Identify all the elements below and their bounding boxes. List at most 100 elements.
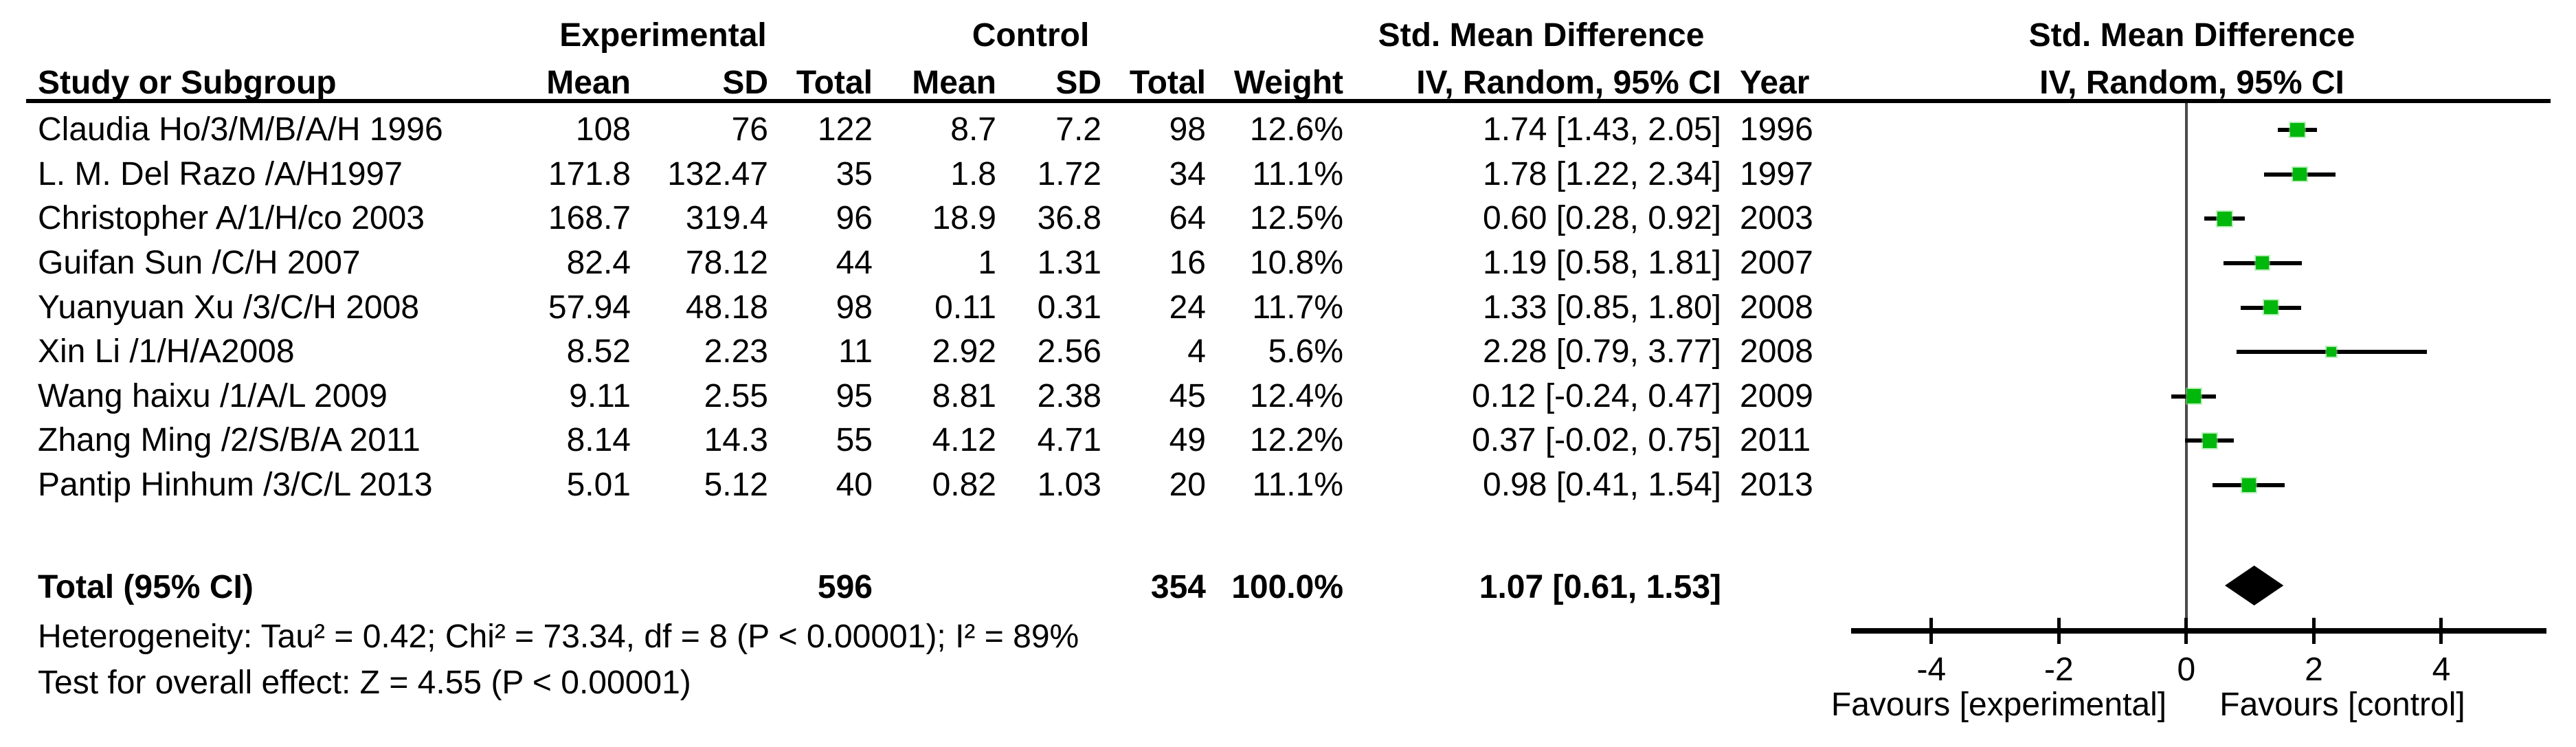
study-ci-text: 0.60 [0.28, 0.92] bbox=[1483, 200, 1721, 237]
study-year: 2008 bbox=[1740, 289, 1813, 326]
header-method-right: IV, Random, 95% CI bbox=[2039, 65, 2344, 101]
study-name: Claudia Ho/3/M/B/A/H 1996 bbox=[38, 111, 443, 148]
study-weight: 12.5% bbox=[1249, 200, 1343, 237]
exp-sd: 132.47 bbox=[667, 155, 768, 192]
effect-marker bbox=[2293, 167, 2307, 181]
ctl-mean: 1 bbox=[978, 244, 996, 281]
study-ci-text: 2.28 [0.79, 3.77] bbox=[1483, 333, 1721, 370]
heterogeneity-note: Heterogeneity: Tau² = 0.42; Chi² = 73.34… bbox=[38, 618, 1079, 655]
ctl-total: 98 bbox=[1169, 111, 1206, 148]
ctl-mean: 1.8 bbox=[950, 155, 996, 192]
exp-mean: 168.7 bbox=[548, 200, 631, 237]
exp-mean: 171.8 bbox=[548, 155, 631, 192]
total-exp-n: 596 bbox=[817, 569, 873, 605]
x-axis-line bbox=[1851, 628, 2546, 634]
study-weight: 12.6% bbox=[1249, 111, 1343, 148]
header-exp-mean: Mean bbox=[546, 65, 631, 101]
study-ci-text: 1.33 [0.85, 1.80] bbox=[1483, 289, 1721, 326]
exp-total: 40 bbox=[836, 467, 873, 503]
study-year: 2008 bbox=[1740, 333, 1813, 370]
effect-marker bbox=[2289, 122, 2305, 137]
ctl-mean: 8.81 bbox=[932, 377, 996, 414]
exp-mean: 108 bbox=[575, 111, 631, 148]
study-name: Wang haixu /1/A/L 2009 bbox=[38, 377, 388, 414]
study-ci-text: 0.37 [-0.02, 0.75] bbox=[1472, 422, 1721, 459]
header-effect-left: Std. Mean Difference bbox=[1378, 17, 1705, 54]
ctl-total: 49 bbox=[1169, 422, 1206, 459]
study-year: 1996 bbox=[1740, 111, 1813, 148]
axis-tick-label: 2 bbox=[2305, 651, 2323, 688]
study-ci-text: 1.19 [0.58, 1.81] bbox=[1483, 244, 1721, 281]
ctl-total: 16 bbox=[1169, 244, 1206, 281]
header-group-control: Control bbox=[972, 17, 1090, 54]
exp-mean: 8.52 bbox=[566, 333, 631, 370]
exp-mean: 8.14 bbox=[566, 422, 631, 459]
total-weight: 100.0% bbox=[1231, 569, 1343, 605]
study-weight: 5.6% bbox=[1268, 333, 1343, 370]
header-method-left: IV, Random, 95% CI bbox=[1416, 65, 1721, 101]
ctl-mean: 0.11 bbox=[934, 289, 996, 326]
exp-sd: 2.23 bbox=[704, 333, 768, 370]
study-ci-text: 1.78 [1.22, 2.34] bbox=[1483, 155, 1721, 192]
header-rule bbox=[26, 99, 2551, 103]
exp-mean: 5.01 bbox=[566, 467, 631, 503]
ctl-sd: 4.71 bbox=[1037, 422, 1101, 459]
study-weight: 11.1% bbox=[1252, 467, 1343, 503]
exp-total: 98 bbox=[836, 289, 873, 326]
study-ci-text: 1.74 [1.43, 2.05] bbox=[1483, 111, 1721, 148]
study-year: 1997 bbox=[1740, 155, 1813, 192]
effect-marker bbox=[2217, 211, 2232, 226]
header-ctl-sd: SD bbox=[1055, 65, 1101, 101]
ctl-sd: 0.31 bbox=[1037, 289, 1101, 326]
axis-tick-label: -2 bbox=[2044, 651, 2074, 688]
study-weight: 12.2% bbox=[1249, 422, 1343, 459]
header-exp-total: Total bbox=[796, 65, 873, 101]
total-ctl-n: 354 bbox=[1150, 569, 1206, 605]
effect-marker bbox=[2186, 389, 2202, 404]
ctl-mean: 18.9 bbox=[932, 200, 996, 237]
header-effect-right: Std. Mean Difference bbox=[2028, 17, 2355, 54]
study-name: Guifan Sun /C/H 2007 bbox=[38, 244, 361, 281]
zero-effect-line bbox=[2184, 103, 2188, 631]
axis-tick-label: -4 bbox=[1916, 651, 1947, 688]
exp-sd: 78.12 bbox=[685, 244, 768, 281]
ctl-sd: 36.8 bbox=[1037, 200, 1101, 237]
overall-diamond bbox=[2225, 566, 2284, 605]
effect-marker bbox=[2264, 300, 2278, 315]
effect-marker bbox=[2203, 434, 2217, 448]
ctl-total: 4 bbox=[1187, 333, 1206, 370]
ctl-mean: 0.82 bbox=[932, 467, 996, 503]
ctl-total: 45 bbox=[1169, 377, 1206, 414]
study-weight: 11.7% bbox=[1252, 289, 1343, 326]
study-name: L. M. Del Razo /A/H1997 bbox=[38, 155, 403, 192]
study-name: Pantip Hinhum /3/C/L 2013 bbox=[38, 467, 433, 503]
header-year: Year bbox=[1740, 65, 1810, 101]
study-ci-text: 0.12 [-0.24, 0.47] bbox=[1472, 377, 1721, 414]
exp-sd: 2.55 bbox=[704, 377, 768, 414]
study-name: Xin Li /1/H/A2008 bbox=[38, 333, 295, 370]
ctl-sd: 7.2 bbox=[1055, 111, 1101, 148]
exp-total: 96 bbox=[836, 200, 873, 237]
study-year: 2007 bbox=[1740, 244, 1813, 281]
ctl-mean: 4.12 bbox=[932, 422, 996, 459]
exp-total: 95 bbox=[836, 377, 873, 414]
study-year: 2009 bbox=[1740, 377, 1813, 414]
header-ctl-total: Total bbox=[1129, 65, 1206, 101]
axis-tick bbox=[2184, 618, 2188, 644]
exp-sd: 14.3 bbox=[704, 422, 768, 459]
axis-tick bbox=[2311, 618, 2316, 644]
exp-sd: 48.18 bbox=[685, 289, 768, 326]
axis-tick-label: 4 bbox=[2432, 651, 2451, 688]
study-ci-text: 0.98 [0.41, 1.54] bbox=[1483, 467, 1721, 503]
header-group-experimental: Experimental bbox=[559, 17, 767, 54]
study-name: Zhang Ming /2/S/B/A 2011 bbox=[38, 422, 421, 459]
study-name: Christopher A/1/H/co 2003 bbox=[38, 200, 425, 237]
total-ci: 1.07 [0.61, 1.53] bbox=[1479, 569, 1721, 605]
study-year: 2013 bbox=[1740, 467, 1813, 503]
study-weight: 10.8% bbox=[1249, 244, 1343, 281]
axis-tick-label: 0 bbox=[2177, 651, 2196, 688]
ctl-mean: 8.7 bbox=[950, 111, 996, 148]
exp-sd: 76 bbox=[731, 111, 768, 148]
axis-tick bbox=[1929, 618, 1934, 644]
header-exp-sd: SD bbox=[722, 65, 768, 101]
